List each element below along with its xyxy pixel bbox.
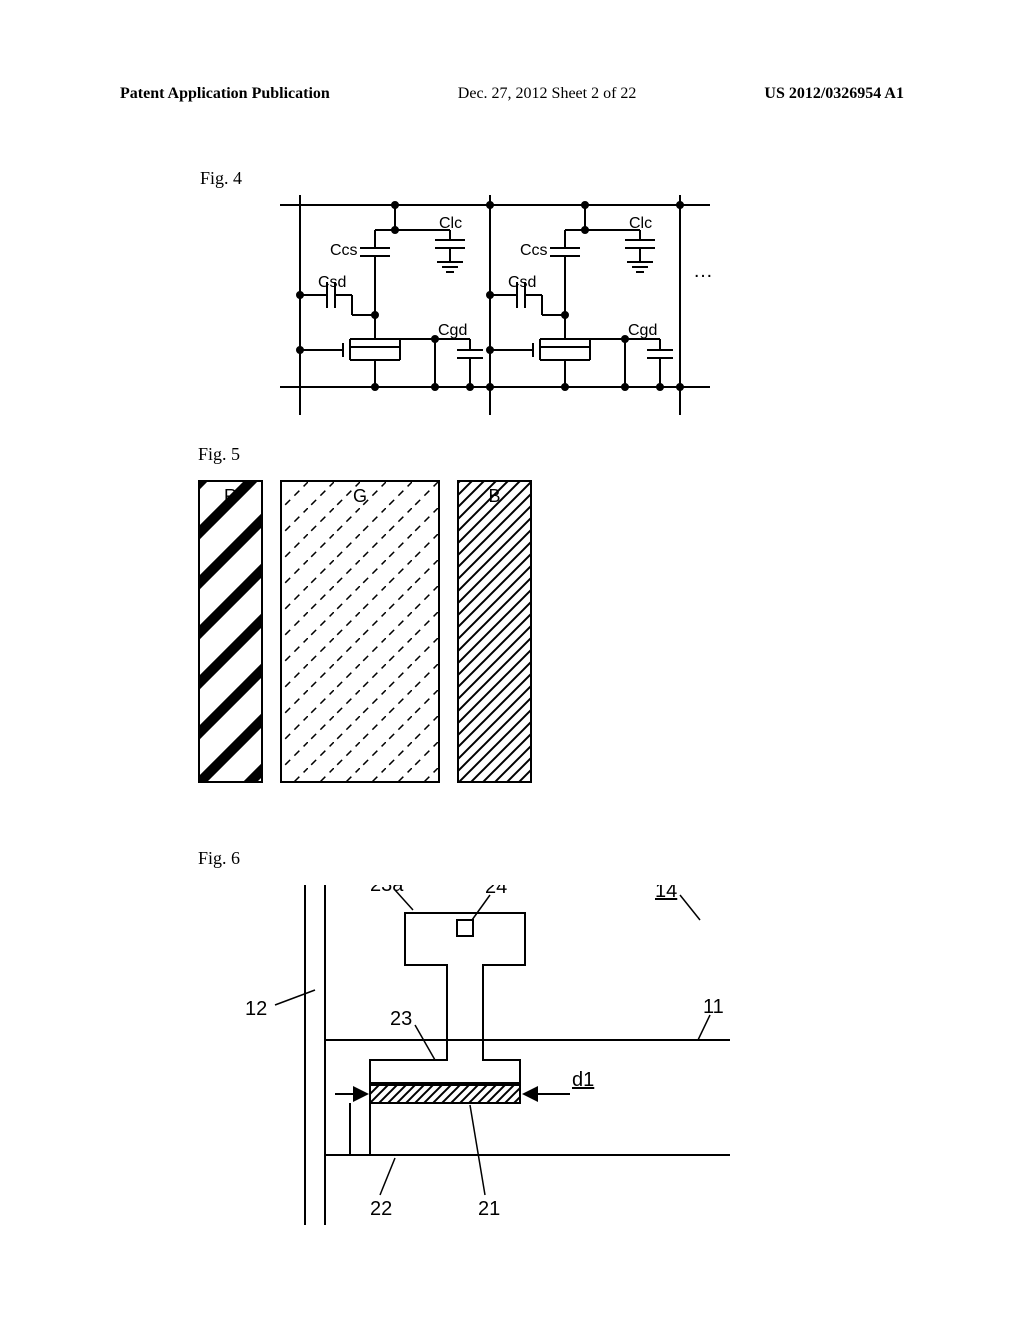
l11: 11	[703, 996, 724, 1018]
header-center: Dec. 27, 2012 Sheet 2 of 22	[458, 85, 637, 103]
fig6-diagram: 12 23a 24 14 23 11 22 21 d1	[210, 885, 740, 1225]
cgd-label-2: Cgd	[628, 322, 657, 339]
csd-label-2: Csd	[508, 274, 536, 291]
panel-g: G	[280, 480, 440, 783]
l24: 24	[485, 885, 507, 898]
fig4-circuit: Clc Ccs Csd Cgd Clc Ccs Csd Cgd …	[280, 195, 730, 415]
header-left: Patent Application Publication	[120, 85, 330, 103]
clc-label-2: Clc	[629, 215, 652, 232]
page-header: Patent Application Publication Dec. 27, …	[0, 85, 1024, 103]
fig5-label: Fig. 5	[198, 444, 240, 465]
ld1: d1	[572, 1069, 594, 1091]
l12: 12	[245, 998, 267, 1020]
l22: 22	[370, 1198, 392, 1220]
fig5-rgb-panels: R G B	[198, 480, 538, 790]
clc-label-1: Clc	[439, 215, 462, 232]
header-right: US 2012/0326954 A1	[764, 85, 904, 103]
panel-b: B	[457, 480, 532, 783]
ccs-label-2: Ccs	[520, 242, 548, 259]
ellipsis: …	[693, 260, 713, 282]
panel-g-label: G	[353, 486, 367, 507]
panel-r: R	[198, 480, 263, 783]
l21: 21	[478, 1198, 500, 1220]
ccs-label-1: Ccs	[330, 242, 358, 259]
fig4-label: Fig. 4	[200, 168, 242, 189]
l23: 23	[390, 1008, 412, 1030]
csd-label-1: Csd	[318, 274, 346, 291]
panel-r-label: R	[224, 486, 237, 507]
l14: 14	[655, 885, 677, 902]
l23a: 23a	[370, 885, 404, 896]
cgd-label-1: Cgd	[438, 322, 467, 339]
fig6-label: Fig. 6	[198, 848, 240, 869]
panel-b-label: B	[488, 486, 500, 507]
